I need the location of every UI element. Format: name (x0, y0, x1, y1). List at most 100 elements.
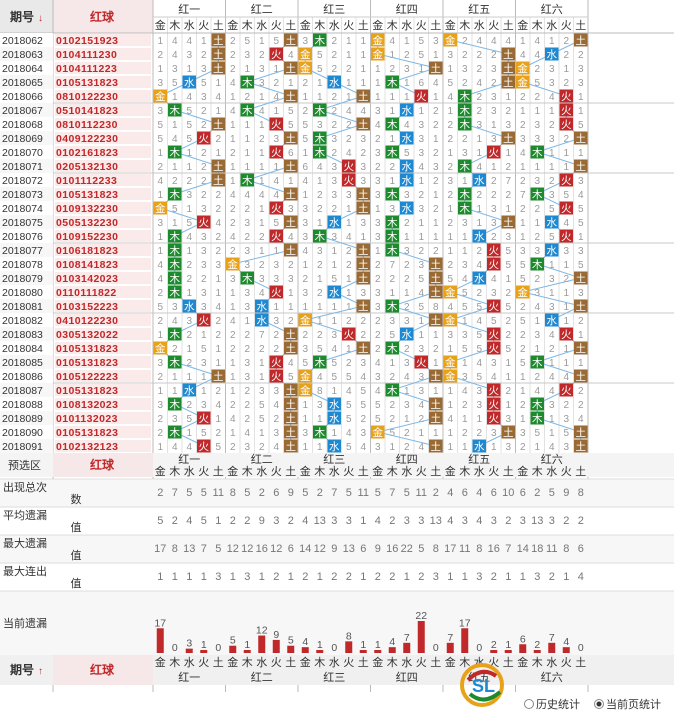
predict-element-cell[interactable]: 木 (387, 465, 398, 478)
selected-mark (385, 341, 399, 355)
selected-mark (356, 201, 370, 215)
ball-cell (55, 300, 151, 312)
stats-value: 2 (302, 571, 308, 583)
stats-value: 3 (462, 515, 468, 527)
radio-icon[interactable] (524, 699, 534, 709)
miss-value: 3 (491, 92, 497, 103)
miss-value: 3 (418, 260, 424, 271)
predict-element-cell[interactable]: 木 (459, 465, 470, 478)
miss-value: 1 (346, 274, 352, 285)
miss-value: 1 (476, 204, 482, 215)
option-history[interactable]: 历史统计 (524, 696, 580, 712)
header-period-label[interactable]: 期号 (10, 9, 34, 24)
predict-element-cell[interactable]: 火 (561, 466, 572, 478)
miss-value: 5 (157, 302, 163, 313)
selected-mark (168, 285, 182, 299)
miss-value: 4 (389, 36, 395, 47)
predict-element-cell[interactable]: 土 (213, 465, 224, 478)
radio-selected-icon[interactable] (594, 699, 604, 709)
table-row (0, 215, 53, 229)
stats-value: 6 (520, 487, 526, 499)
miss-value: 3 (404, 190, 410, 201)
stats-value: 2 (505, 515, 511, 527)
selected-mark (197, 313, 211, 327)
predict-element-cell[interactable]: 木 (532, 465, 543, 478)
miss-value: 3 (375, 218, 381, 229)
predict-element-cell[interactable]: 火 (271, 466, 282, 478)
predict-element-cell[interactable]: 木 (242, 465, 253, 478)
miss-value: 1 (433, 232, 439, 243)
miss-value: 2 (578, 386, 584, 397)
selected-mark (559, 327, 573, 341)
predict-element-cell[interactable]: 水 (401, 465, 412, 478)
selected-mark (313, 33, 327, 47)
ball-cell (55, 62, 151, 74)
predict-element-cell[interactable]: 水 (256, 465, 267, 478)
predict-element-cell[interactable]: 土 (503, 465, 514, 478)
red-ball-numbers: 0104111223 (56, 63, 117, 75)
miss-value: 1 (520, 106, 526, 117)
miss-value: 3 (491, 204, 497, 215)
miss-value: 4 (172, 316, 178, 327)
miss-value: 1 (360, 50, 366, 61)
selected-mark-label: 木 (170, 245, 181, 257)
miss-value: 1 (157, 232, 163, 243)
period-number: 2018068 (2, 119, 43, 131)
miss-value: 2 (157, 372, 163, 383)
predict-element-cell[interactable]: 金 (155, 464, 166, 478)
predict-element-cell[interactable]: 水 (546, 465, 557, 478)
selected-mark (574, 271, 588, 285)
predict-element-cell[interactable]: 火 (343, 466, 354, 478)
down-arrow-icon[interactable]: ↓ (38, 13, 43, 24)
selected-mark-label: 木 (387, 245, 398, 257)
predict-element-cell[interactable]: 金 (445, 464, 456, 478)
stats-value: 6 (273, 487, 279, 499)
miss-value: 3 (549, 400, 555, 411)
predict-element-cell[interactable]: 水 (184, 465, 195, 478)
miss-value: 4 (360, 106, 366, 117)
option-current-page[interactable]: 当前页统计 (594, 696, 661, 712)
selected-mark-label: 水 (547, 217, 558, 229)
miss-value: 1 (302, 92, 308, 103)
predict-element-cell[interactable]: 火 (198, 466, 209, 478)
selected-mark (530, 355, 544, 369)
stats-value: 1 (259, 571, 265, 583)
header-period-cell[interactable] (0, 0, 53, 33)
predict-element-cell[interactable]: 土 (430, 465, 441, 478)
period-number: 2018069 (2, 133, 43, 145)
predict-element-cell[interactable]: 土 (575, 465, 586, 478)
miss-value: 1 (186, 204, 192, 215)
selected-mark (487, 243, 501, 257)
miss-value: 2 (172, 344, 178, 355)
miss-value: 1 (447, 232, 453, 243)
miss-value: 1 (520, 372, 526, 383)
predict-element-cell[interactable]: 土 (358, 465, 369, 478)
selected-mark (400, 131, 414, 145)
miss-value: 5 (288, 106, 294, 117)
selected-mark-label: 金 (155, 90, 166, 103)
predict-element-cell[interactable]: 金 (372, 464, 383, 478)
predict-element-cell[interactable]: 土 (285, 465, 296, 478)
predict-element-cell[interactable]: 水 (474, 465, 485, 478)
predict-element-cell[interactable]: 火 (416, 466, 427, 478)
current-miss-label: 0 (433, 642, 439, 654)
predict-element-cell[interactable]: 木 (169, 465, 180, 478)
miss-value: 3 (317, 120, 323, 131)
miss-value: 2 (433, 246, 439, 257)
predict-element-cell[interactable]: 火 (488, 466, 499, 478)
predict-element-cell[interactable]: 水 (329, 465, 340, 478)
predict-element-cell[interactable]: 木 (314, 465, 325, 478)
miss-value: 4 (476, 36, 482, 47)
predict-element-cell[interactable]: 金 (227, 464, 238, 478)
footer-element-label: 木 (242, 656, 253, 669)
selected-mark-label: 火 (489, 385, 500, 397)
miss-value: 3 (549, 134, 555, 145)
predict-element-cell[interactable]: 金 (517, 464, 528, 478)
up-arrow-icon[interactable]: ↑ (38, 666, 43, 677)
footer-period-label[interactable]: 期号 (10, 662, 34, 677)
predict-element-cell[interactable]: 金 (300, 464, 311, 478)
stats-value: 3 (418, 515, 424, 527)
selected-mark (429, 439, 443, 453)
selected-mark-label: 木 (170, 357, 181, 369)
miss-value: 2 (404, 442, 410, 453)
